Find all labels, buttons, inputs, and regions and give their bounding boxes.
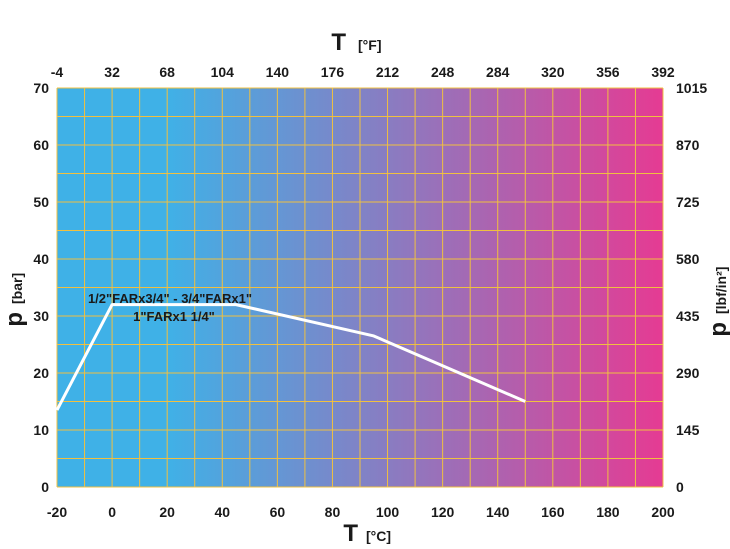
- y-left-axis-symbol: p: [1, 312, 28, 327]
- x-top-tick-label: 104: [211, 64, 235, 80]
- y-right-tick-label: 0: [676, 479, 684, 495]
- x-bottom-tick-label: 140: [486, 504, 510, 520]
- x-top-tick-label: 356: [596, 64, 620, 80]
- x-bottom-tick-label: 20: [159, 504, 175, 520]
- y-left-tick-label: 10: [33, 422, 49, 438]
- y-left-tick-label: 40: [33, 251, 49, 267]
- y-left-tick-label: 70: [33, 80, 49, 96]
- x-bottom-tick-label: 200: [651, 504, 675, 520]
- y-left-tick-label: 60: [33, 137, 49, 153]
- y-right-tick-label: 725: [676, 194, 700, 210]
- x-top-tick-label: 68: [159, 64, 175, 80]
- y-left-axis-unit: [bar]: [9, 273, 25, 304]
- x-top-tick-label: 176: [321, 64, 345, 80]
- y-left-tick-label: 30: [33, 308, 49, 324]
- x-bottom-tick-label: 180: [596, 504, 620, 520]
- x-top-tick-label: 392: [651, 64, 675, 80]
- x-top-tick-label: 212: [376, 64, 400, 80]
- x-bottom-tick-label: 100: [376, 504, 400, 520]
- x-bottom-axis-symbol: T: [343, 520, 358, 547]
- annotation-line-2: 1"FARx1 1/4": [133, 309, 215, 324]
- x-bottom-tick-label: 40: [214, 504, 230, 520]
- series-lines: [55, 303, 526, 411]
- y-right-tick-label: 435: [676, 308, 700, 324]
- x-top-tick-label: 320: [541, 64, 565, 80]
- x-top-tick-label: 32: [104, 64, 120, 80]
- x-bottom-tick-label: 160: [541, 504, 565, 520]
- x-top-tick-label: -4: [51, 64, 64, 80]
- y-right-axis-unit: [lbf/in²]: [713, 267, 729, 314]
- x-bottom-tick-label: -20: [47, 504, 67, 520]
- tick-labels: -20 0 20 40 60 80 100 120 140 160 180 200-4 32 68 104 1…: [33, 64, 707, 520]
- y-right-axis-symbol: p: [705, 322, 730, 337]
- y-right-tick-label: 580: [676, 251, 700, 267]
- x-bottom-tick-label: 120: [431, 504, 455, 520]
- x-top-tick-label: 140: [266, 64, 290, 80]
- x-bottom-tick-label: 60: [270, 504, 286, 520]
- x-bottom-axis-unit: [°C]: [366, 528, 391, 544]
- x-bottom-tick-label: 80: [325, 504, 341, 520]
- x-top-tick-label: 284: [486, 64, 510, 80]
- x-bottom-tick-label: 0: [108, 504, 116, 520]
- x-top-tick-label: 248: [431, 64, 455, 80]
- y-left-tick-label: 0: [41, 479, 49, 495]
- y-right-tick-label: 1015: [676, 80, 707, 96]
- grid-lines: [56, 87, 664, 488]
- annotation-line-1: 1/2"FARx3/4" - 3/4"FARx1": [88, 291, 252, 306]
- y-right-tick-label: 145: [676, 422, 700, 438]
- y-left-tick-label: 20: [33, 365, 49, 381]
- y-right-tick-label: 290: [676, 365, 700, 381]
- series-line: [55, 303, 526, 411]
- y-right-tick-label: 870: [676, 137, 700, 153]
- y-left-tick-label: 50: [33, 194, 49, 210]
- x-top-axis-symbol: T: [331, 29, 346, 56]
- x-top-axis-unit: [°F]: [358, 37, 381, 53]
